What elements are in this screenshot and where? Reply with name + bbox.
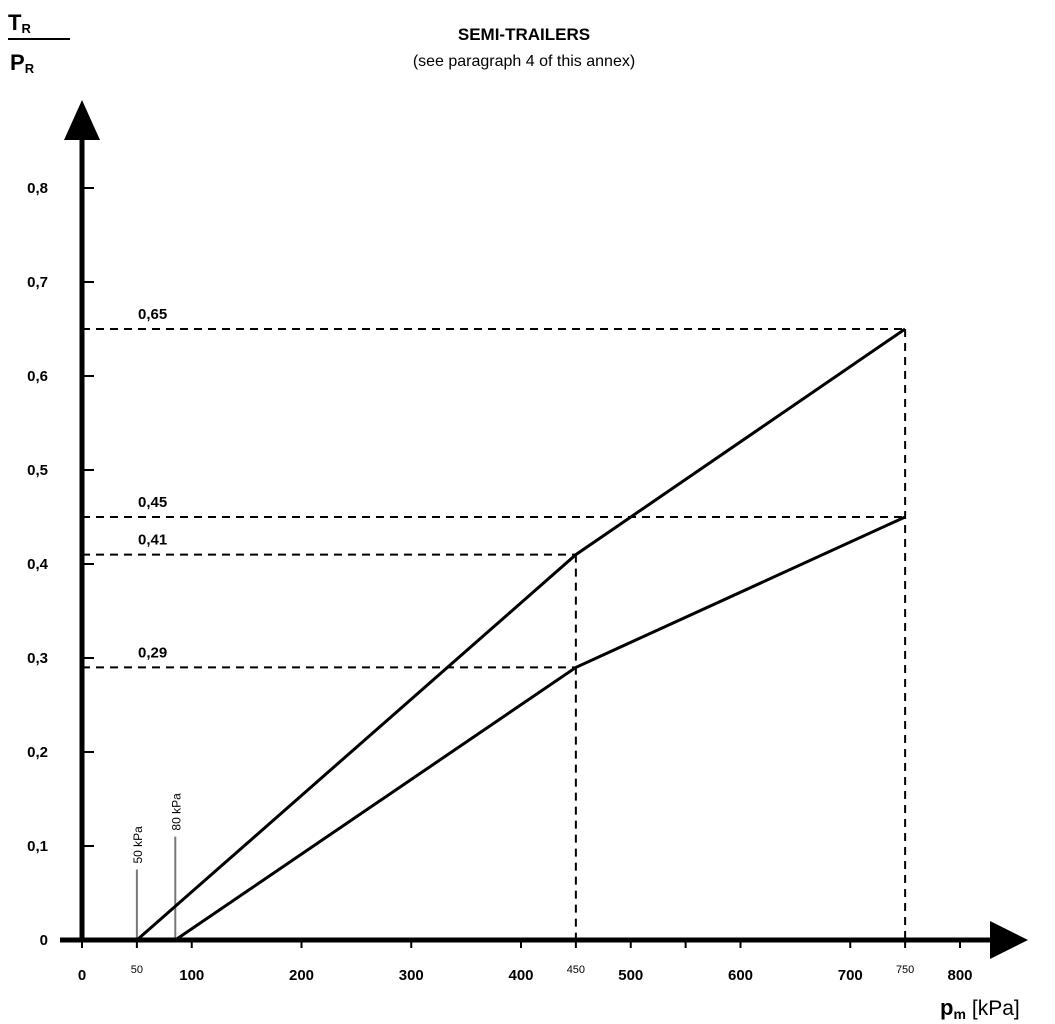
x-label-unit: [kPa] [972, 997, 1020, 1020]
y-tick-label-0: 0 [40, 932, 48, 949]
y-label-denominator-sub: R [25, 61, 35, 76]
svg-text:TR: TR [8, 10, 31, 36]
x-tick-label-10: 700 [838, 967, 863, 984]
svg-text:PR: PR [10, 50, 35, 76]
y-tick-label-2: 0,2 [27, 744, 48, 761]
svg-text:pm[kPa]: pm [kPa] [940, 995, 1020, 1022]
y-axis-arrow-icon [64, 100, 100, 140]
y-axis-label: TR PR [8, 10, 70, 76]
y-label-numerator-sub: R [21, 21, 31, 36]
y-label-numerator: T [8, 10, 22, 35]
x-axis-label: pm [kPa] [940, 995, 1020, 1022]
y-tick-label-8: 0,8 [27, 180, 48, 197]
reference-label-0: 0,65 [138, 306, 167, 323]
axes [60, 100, 1028, 959]
x-tick-label-12: 800 [947, 967, 972, 984]
x-tick-label-5: 400 [508, 967, 533, 984]
y-tick-label-5: 0,5 [27, 462, 48, 479]
y-tick-label-4: 0,4 [27, 556, 49, 573]
chart-subtitle: (see paragraph 4 of this annex) [413, 53, 635, 70]
y-tick-label-7: 0,7 [27, 274, 48, 291]
x-tick-label-0: 0 [78, 967, 86, 984]
data-series [137, 329, 905, 940]
reference-label-3: 0,29 [138, 644, 167, 661]
x-label-sub: m [953, 1006, 965, 1022]
chart-title: SEMI-TRAILERS [458, 25, 590, 44]
x-tick-label-7: 500 [618, 967, 643, 984]
x-axis-arrow-icon [990, 921, 1028, 959]
y-tick-label-6: 0,6 [27, 368, 48, 385]
x-tick-label-9: 600 [728, 967, 753, 984]
x-tick-label-6: 450 [567, 964, 585, 976]
x-label-main: p [940, 995, 953, 1020]
reference-label-2: 0,41 [138, 532, 167, 549]
marker-label-0: 50 kPa [131, 826, 145, 864]
reference-label-1: 0,45 [138, 494, 167, 511]
x-tick-label-4: 300 [399, 967, 424, 984]
x-tick-label-3: 200 [289, 967, 314, 984]
x-ticks: 0 50 100 200 300 400 450 500 600 700 750 800 [78, 940, 973, 984]
series-line-1 [175, 517, 905, 940]
y-label-denominator: P [10, 50, 25, 75]
marker-label-1: 80 kPa [169, 793, 183, 831]
pressure-markers: 50 kPa 80 kPa [131, 793, 183, 940]
y-tick-label-3: 0,3 [27, 650, 48, 667]
x-tick-label-2: 100 [179, 967, 204, 984]
y-tick-label-1: 0,1 [27, 838, 48, 855]
series-line-0 [137, 329, 905, 940]
reference-lines: 0,65 0,45 0,41 0,29 [82, 306, 905, 940]
x-tick-label-11: 750 [896, 964, 914, 976]
x-tick-label-1: 50 [131, 964, 143, 976]
